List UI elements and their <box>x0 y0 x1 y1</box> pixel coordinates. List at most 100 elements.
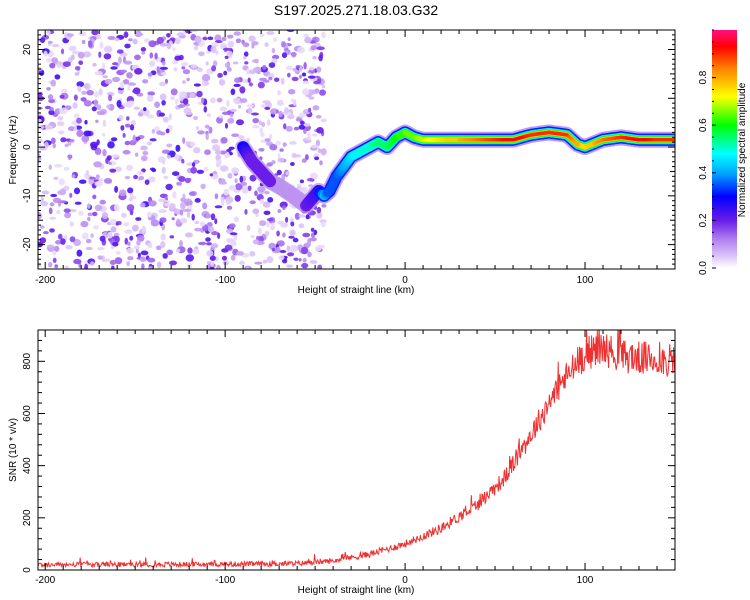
noise-speckle <box>40 196 44 202</box>
noise-speckle <box>54 74 61 80</box>
noise-speckle <box>44 124 54 130</box>
noise-speckle <box>254 261 263 265</box>
noise-speckle <box>107 231 113 239</box>
noise-speckle <box>302 257 307 263</box>
noise-speckle <box>305 214 310 220</box>
noise-speckle <box>308 184 314 188</box>
noise-speckle <box>316 127 324 134</box>
noise-speckle <box>84 263 89 269</box>
noise-speckle <box>124 237 129 245</box>
noise-speckle <box>268 242 277 250</box>
noise-speckle <box>224 55 229 60</box>
noise-speckle <box>249 200 256 205</box>
noise-speckle <box>258 120 263 126</box>
noise-speckle <box>275 140 281 146</box>
noise-speckle <box>91 106 97 112</box>
noise-speckle <box>86 203 91 209</box>
noise-speckle <box>48 98 55 104</box>
snr-panel: -200 -100 0 100 0 200 400 600 800 Height of stra… <box>8 329 676 596</box>
noise-speckle <box>226 99 230 107</box>
noise-speckle <box>218 79 226 86</box>
noise-speckle <box>230 241 237 247</box>
noise-speckle <box>151 128 156 134</box>
noise-speckle <box>54 245 60 252</box>
noise-speckle <box>214 218 218 225</box>
noise-speckle <box>316 206 322 214</box>
noise-speckle <box>252 67 256 74</box>
noise-speckle <box>73 238 81 247</box>
noise-speckle <box>313 80 321 85</box>
noise-speckle <box>184 177 191 184</box>
noise-speckle <box>216 159 222 165</box>
noise-speckle <box>234 194 241 202</box>
noise-speckle <box>257 227 262 235</box>
noise-speckle <box>80 97 87 102</box>
noise-speckle <box>76 129 84 137</box>
noise-speckle <box>128 38 133 42</box>
noise-speckle <box>117 220 122 226</box>
noise-speckle <box>175 144 181 152</box>
noise-speckle <box>288 89 296 95</box>
noise-speckle <box>271 47 276 54</box>
noise-speckle <box>247 185 252 192</box>
noise-speckle <box>135 217 142 221</box>
noise-speckle <box>95 174 100 180</box>
noise-speckle <box>129 235 134 241</box>
noise-speckle <box>78 31 87 37</box>
noise-speckle <box>101 212 109 220</box>
noise-speckle <box>48 164 52 170</box>
noise-speckle <box>223 70 228 76</box>
noise-speckle <box>127 85 131 91</box>
noise-speckle <box>124 123 131 128</box>
noise-speckle <box>289 244 299 253</box>
noise-speckle <box>204 149 211 155</box>
noise-speckle <box>247 107 253 115</box>
noise-speckle <box>83 100 92 107</box>
noise-speckle <box>276 169 282 176</box>
noise-speckle <box>115 235 120 243</box>
noise-speckle <box>99 235 106 242</box>
noise-speckle <box>301 72 307 77</box>
noise-speckle <box>134 136 141 141</box>
noise-speckle <box>109 218 117 226</box>
noise-speckle <box>226 67 232 72</box>
ridge-segment <box>262 173 277 188</box>
noise-speckle <box>133 245 140 250</box>
noise-speckle <box>293 257 299 261</box>
noise-speckle <box>47 94 54 100</box>
y-tick-label: 200 <box>22 509 33 526</box>
noise-speckle <box>226 34 234 39</box>
noise-speckle <box>172 171 180 177</box>
noise-speckle <box>212 60 218 67</box>
noise-speckle <box>290 98 295 103</box>
noise-speckle <box>154 126 161 132</box>
noise-speckle <box>262 65 267 70</box>
noise-speckle <box>267 197 274 203</box>
noise-speckle <box>219 106 228 112</box>
y-tick-label: 400 <box>22 457 33 474</box>
noise-speckle <box>172 191 177 199</box>
noise-speckle <box>309 66 315 71</box>
noise-speckle <box>143 107 147 112</box>
noise-speckle <box>64 265 70 269</box>
noise-speckle <box>174 153 180 161</box>
noise-speckle <box>309 172 318 180</box>
noise-speckle <box>224 62 231 68</box>
noise-speckle <box>59 200 67 204</box>
noise-speckle <box>302 80 310 85</box>
noise-speckle <box>159 93 167 101</box>
noise-speckle <box>46 30 51 37</box>
noise-speckle <box>43 231 49 235</box>
noise-speckle <box>271 247 276 252</box>
noise-speckle <box>144 179 150 185</box>
noise-speckle <box>302 232 311 238</box>
noise-speckle <box>81 232 89 240</box>
noise-speckle <box>199 221 206 227</box>
noise-speckle <box>180 61 189 67</box>
noise-speckle <box>179 91 188 99</box>
noise-speckle <box>254 58 259 64</box>
noise-speckle <box>92 194 97 200</box>
noise-speckle <box>156 130 163 135</box>
noise-speckle <box>266 162 273 167</box>
noise-speckle <box>311 89 320 94</box>
